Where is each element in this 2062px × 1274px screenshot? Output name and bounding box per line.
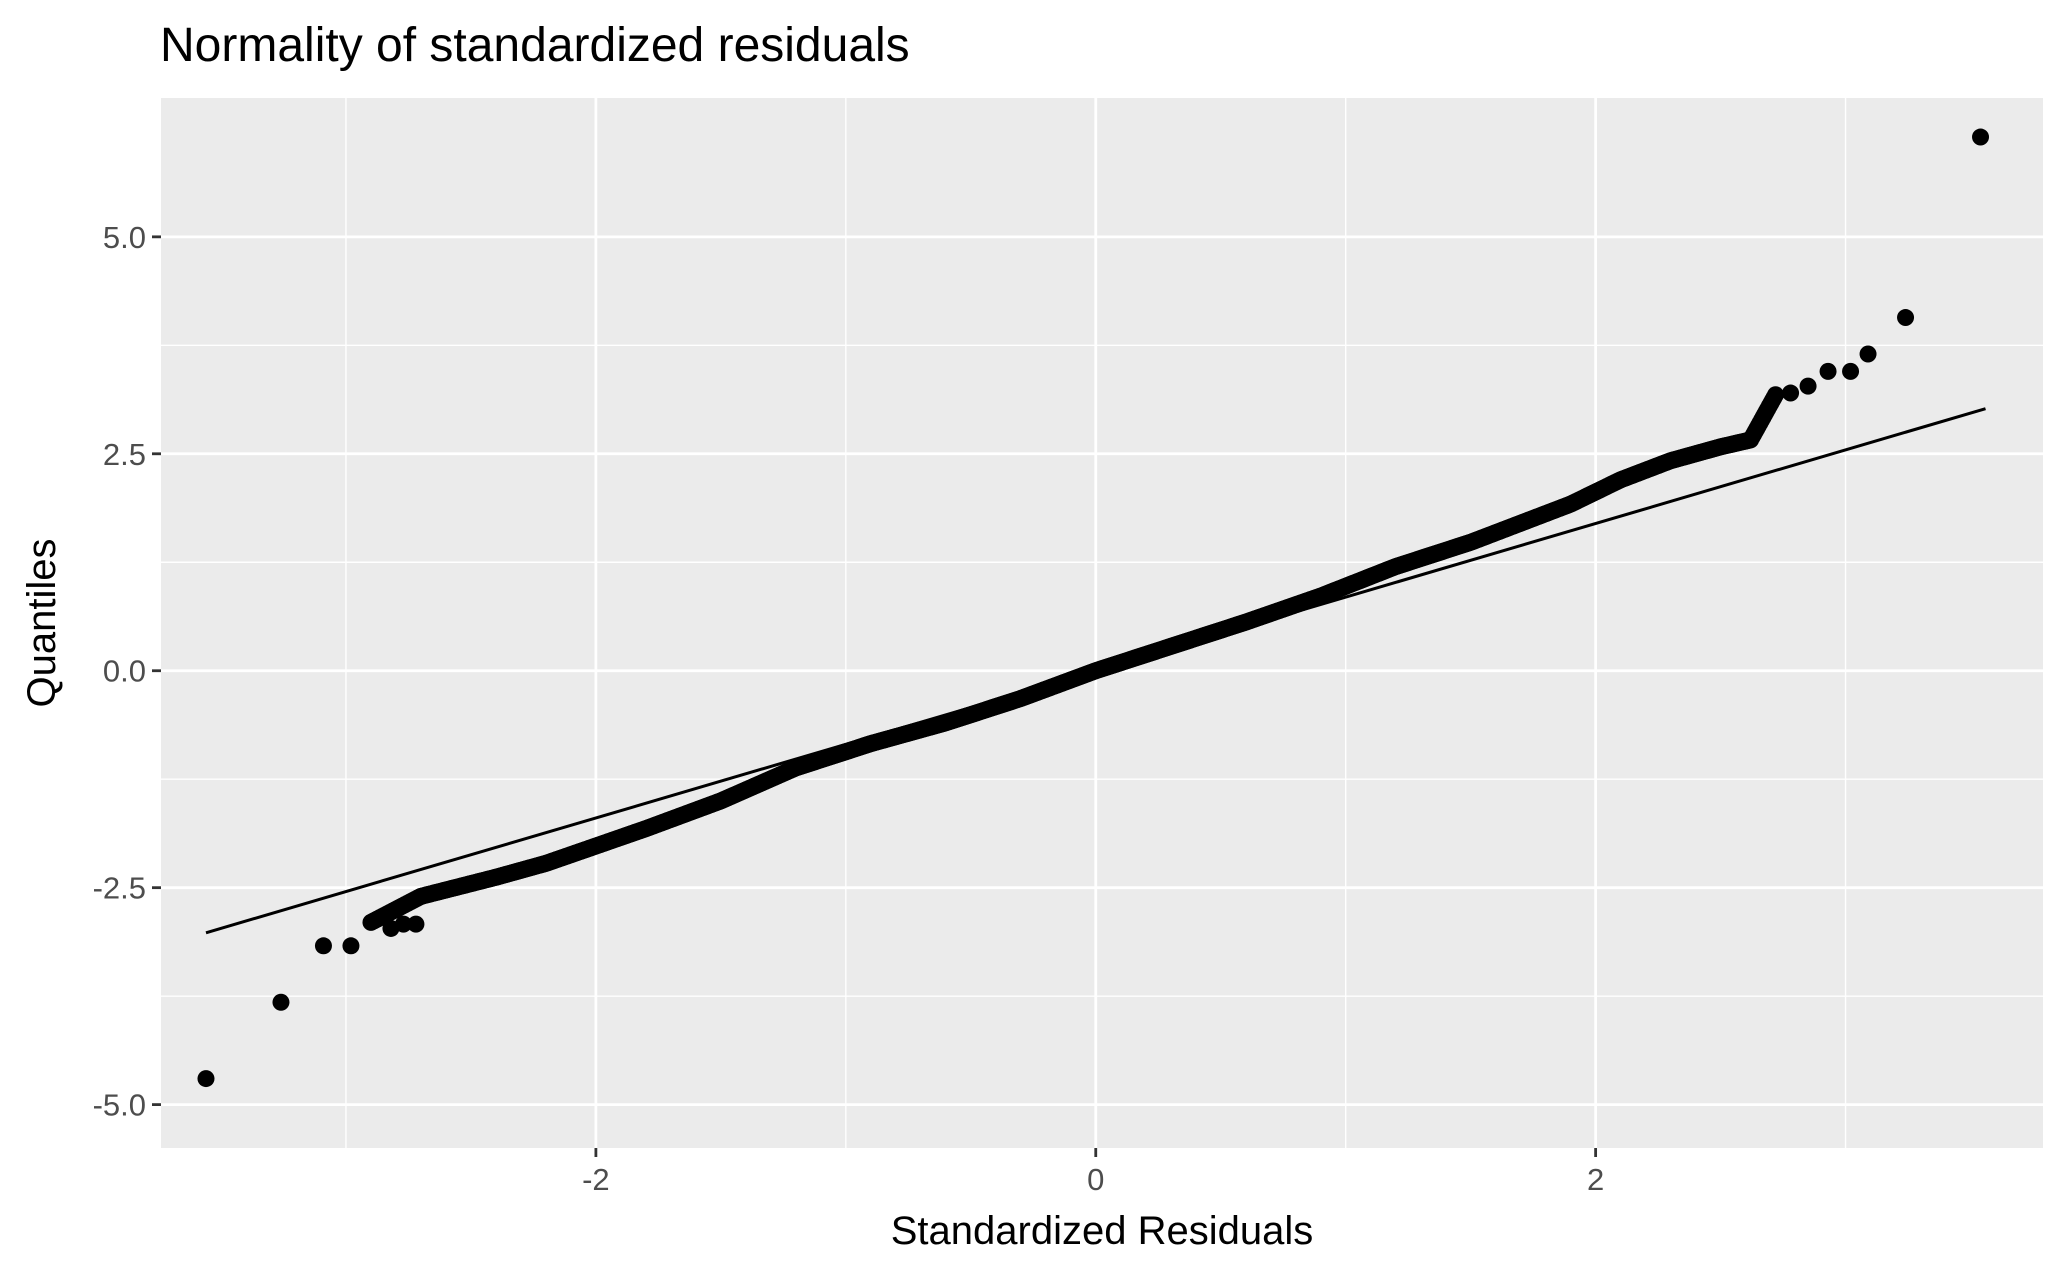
y-axis-tick-labels: -5.0 -2.5 0.0 2.5 5.0: [93, 220, 146, 1123]
data-point: [1897, 309, 1915, 327]
data-point: [1859, 345, 1877, 363]
data-point: [1799, 377, 1817, 395]
axis-ticks: [152, 235, 1598, 1157]
y-tick-label: 5.0: [103, 220, 146, 255]
x-axis-title: Standardized Residuals: [891, 1209, 1313, 1253]
x-tick-label: -2: [582, 1162, 610, 1197]
plot-panel: [161, 98, 2043, 1148]
data-point: [197, 1070, 215, 1088]
data-point: [272, 993, 290, 1011]
data-point: [1972, 128, 1990, 146]
y-tick-label: -2.5: [93, 871, 146, 906]
x-axis-tick-labels: -2 0 2: [582, 1162, 1604, 1197]
y-axis-title: Quantiles: [20, 539, 64, 708]
data-point: [1782, 384, 1800, 402]
x-tick-label: 0: [1087, 1162, 1104, 1197]
reference-line: [205, 407, 1986, 935]
data-point: [394, 915, 412, 933]
residual-points: [197, 128, 1990, 1088]
y-tick-label: 0.0: [103, 654, 146, 689]
chart-title: Normality of standardized residuals: [160, 19, 910, 72]
data-point: [1819, 362, 1837, 380]
y-tick-label: -5.0: [93, 1088, 146, 1123]
data-point: [314, 937, 332, 955]
y-tick-label: 2.5: [103, 437, 146, 472]
x-tick-label: 2: [1587, 1162, 1604, 1197]
data-point: [407, 915, 425, 933]
data-point: [1842, 362, 1860, 380]
data-point: [342, 937, 360, 955]
minor-gridlines: [161, 98, 2043, 1148]
data-point: [1767, 386, 1785, 404]
